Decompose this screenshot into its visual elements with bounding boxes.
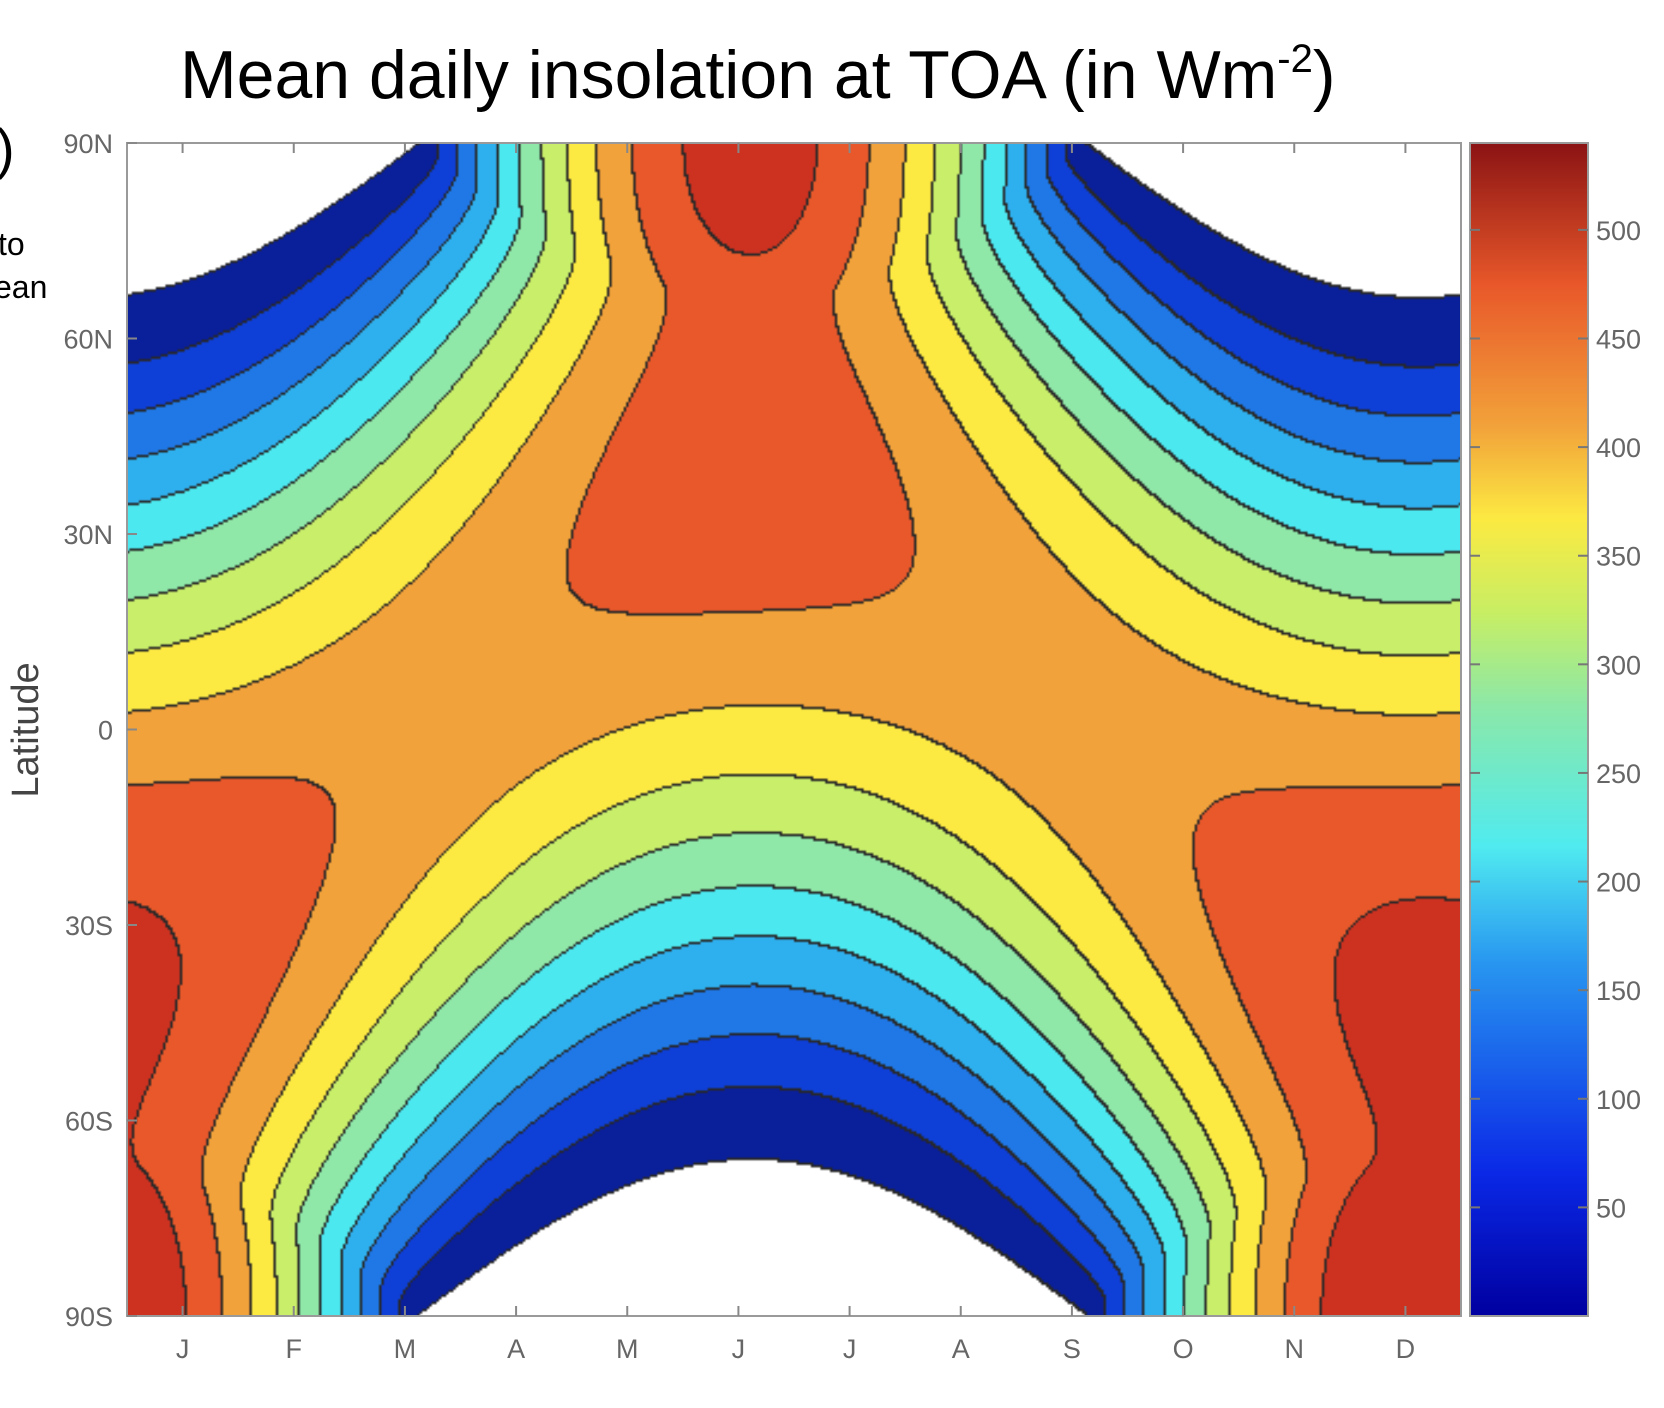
left-fragment-to: to — [0, 226, 25, 262]
left-fragment-ean: ean — [0, 269, 47, 305]
colorbar-ticks: 50 100 150 200 250 300 350 400 450 500 — [1470, 216, 1641, 1223]
x-tick-label: M — [616, 1334, 639, 1364]
y-axis-label: Latitude — [5, 662, 47, 797]
colorbar-tick-label: 150 — [1596, 976, 1641, 1006]
x-tick-label: N — [1285, 1334, 1305, 1364]
colorbar-tick-label: 450 — [1596, 325, 1641, 355]
colorbar-tick-label: 500 — [1596, 216, 1641, 246]
colorbar-tick-label: 350 — [1596, 542, 1641, 572]
x-tick-label: J — [843, 1334, 857, 1364]
x-tick-label: J — [176, 1334, 190, 1364]
x-tick-label: D — [1396, 1334, 1416, 1364]
y-tick-label: 30S — [65, 911, 113, 941]
x-tick-label: F — [286, 1334, 303, 1364]
chart-title: Mean daily insolation at TOA (in Wm-2) — [180, 37, 1336, 113]
y-tick-label: 90N — [63, 129, 113, 159]
insolation-field — [127, 143, 1461, 1316]
colorbar-frame — [1469, 142, 1589, 1317]
x-tick-label: O — [1173, 1334, 1194, 1364]
x-tick-label: J — [732, 1334, 746, 1364]
colorbar: 50 100 150 200 250 300 350 400 450 500 — [1469, 142, 1641, 1317]
colorbar-tick-label: 400 — [1596, 433, 1641, 463]
colorbar-tick-label: 50 — [1596, 1193, 1626, 1223]
heatmap-plot: J F M A M J J A S O N D 90N 60N 30N 0 30S 60S 90S Latitud… — [5, 129, 1462, 1364]
y-tick-label: 60S — [65, 1107, 113, 1137]
y-axis: 90N 60N 30N 0 30S 60S 90S — [63, 129, 137, 1332]
x-tick-label: A — [507, 1334, 525, 1364]
left-fragment-paren: ) — [0, 117, 15, 180]
colorbar-tick-label: 300 — [1596, 650, 1641, 680]
colorbar-tick-label: 250 — [1596, 759, 1641, 789]
x-tick-label: A — [952, 1334, 970, 1364]
y-tick-label: 90S — [65, 1302, 113, 1332]
y-tick-label: 30N — [63, 520, 113, 550]
colorbar-gradient — [1470, 143, 1588, 1316]
colorbar-tick-label: 100 — [1596, 1085, 1641, 1115]
x-tick-label: S — [1063, 1334, 1081, 1364]
y-tick-label: 60N — [63, 325, 113, 355]
y-tick-label: 0 — [98, 716, 113, 746]
x-tick-label: M — [394, 1334, 417, 1364]
colorbar-tick-label: 200 — [1596, 868, 1641, 898]
